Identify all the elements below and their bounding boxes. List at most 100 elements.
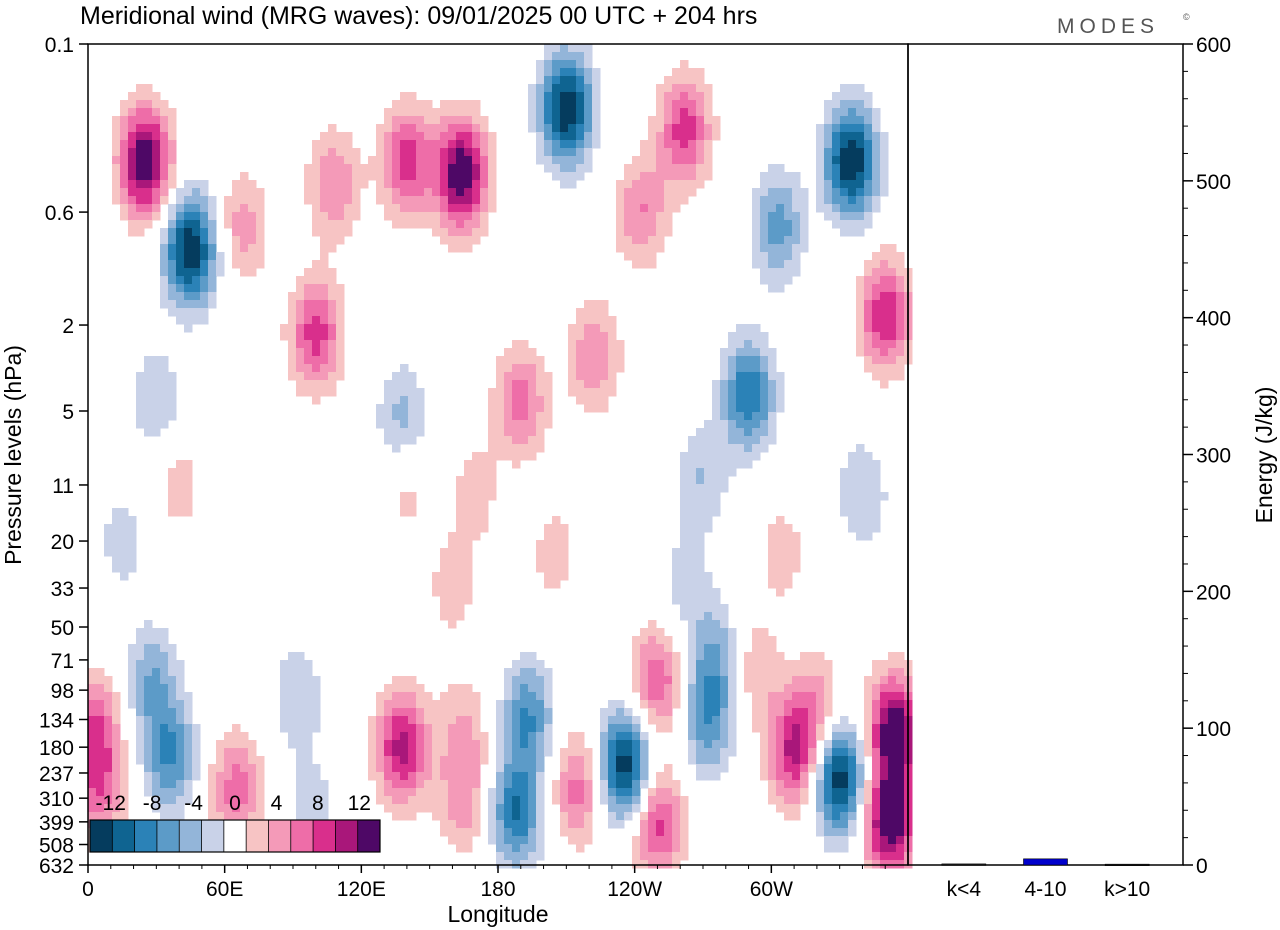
heatmap-cell [696, 644, 705, 653]
heatmap-cell [760, 748, 769, 757]
heatmap-cell [528, 668, 537, 677]
heatmap-cell [160, 268, 169, 277]
heatmap-cell [568, 132, 577, 141]
heatmap-cell [320, 788, 329, 797]
heatmap-cell [816, 684, 825, 693]
heatmap-cell [872, 492, 881, 501]
heatmap-cell [696, 756, 705, 765]
heatmap-cell [344, 140, 353, 149]
heatmap-cell [808, 676, 817, 685]
heatmap-cell [440, 828, 449, 837]
heatmap-cell [168, 124, 177, 133]
heatmap-cell [480, 468, 489, 477]
heatmap-cell [688, 644, 697, 653]
heatmap-cell [872, 308, 881, 317]
heatmap-cell [168, 180, 177, 189]
heatmap-cell [696, 636, 705, 645]
heatmap-cell [144, 692, 153, 701]
heatmap-cell [672, 804, 681, 813]
heatmap-cell [208, 220, 217, 229]
heatmap-cell [656, 716, 665, 725]
heatmap-cell [448, 692, 457, 701]
heatmap-cell [896, 676, 905, 685]
heatmap-cell [840, 500, 849, 509]
heatmap-cell [864, 284, 873, 293]
heatmap-cell [520, 748, 529, 757]
heatmap-cell [608, 324, 617, 333]
heatmap-cell [528, 724, 537, 733]
heatmap-cell [872, 132, 881, 141]
heatmap-cell [632, 644, 641, 653]
heatmap-cell [712, 764, 721, 773]
heatmap-cell [304, 380, 313, 389]
heatmap-cell [320, 220, 329, 229]
heatmap-cell [104, 740, 113, 749]
heatmap-cell [136, 636, 145, 645]
heatmap-cell [800, 244, 809, 253]
heatmap-cell [736, 372, 745, 381]
heatmap-cell [352, 180, 361, 189]
heatmap-cell [880, 684, 889, 693]
heatmap-cell [648, 788, 657, 797]
heatmap-cell [504, 756, 513, 765]
heatmap-cell [400, 716, 409, 725]
heatmap-cell [424, 180, 433, 189]
heatmap-cell [152, 676, 161, 685]
heatmap-cell [328, 388, 337, 397]
heatmap-cell [760, 188, 769, 197]
heatmap-cell [544, 740, 553, 749]
heatmap-cell [640, 700, 649, 709]
heatmap-cell [776, 188, 785, 197]
heatmap-cell [728, 436, 737, 445]
heatmap-cell [592, 324, 601, 333]
heatmap-cell [296, 308, 305, 317]
heatmap-cell [744, 332, 753, 341]
heatmap-cell [112, 804, 121, 813]
heatmap-cell [872, 692, 881, 701]
heatmap-cell [304, 268, 313, 277]
heatmap-cell [416, 796, 425, 805]
heatmap-cell [464, 132, 473, 141]
heatmap-cell [784, 252, 793, 261]
heatmap-cell [616, 796, 625, 805]
heatmap-cell [616, 820, 625, 829]
heatmap-cell [848, 468, 857, 477]
heatmap-cell [424, 804, 433, 813]
heatmap-cell [680, 820, 689, 829]
heatmap-cell [240, 260, 249, 269]
heatmap-cell [432, 220, 441, 229]
heatmap-cell [792, 556, 801, 565]
heatmap-cell [680, 460, 689, 469]
heatmap-cell [864, 140, 873, 149]
heatmap-cell [544, 724, 553, 733]
heatmap-cell [880, 668, 889, 677]
heatmap-cell [496, 388, 505, 397]
heatmap-cell [152, 364, 161, 373]
heatmap-cell [504, 780, 513, 789]
heatmap-cell [560, 812, 569, 821]
heatmap-cell [784, 724, 793, 733]
heatmap-cell [560, 60, 569, 69]
heatmap-cell [600, 404, 609, 413]
heatmap-cell [752, 436, 761, 445]
heatmap-cell [96, 692, 105, 701]
heatmap-cell [680, 476, 689, 485]
heatmap-cell [200, 252, 209, 261]
heatmap-cell [400, 812, 409, 821]
heatmap-cell [848, 100, 857, 109]
heatmap-cell [200, 196, 209, 205]
heatmap-cell [168, 132, 177, 141]
heatmap-cell [672, 204, 681, 213]
heatmap-cell [184, 500, 193, 509]
heatmap-cell [112, 116, 121, 125]
heatmap-cell [704, 764, 713, 773]
heatmap-cell [528, 676, 537, 685]
heatmap-cell [864, 132, 873, 141]
heatmap-cell [872, 356, 881, 365]
heatmap-cell [840, 188, 849, 197]
heatmap-cell [752, 324, 761, 333]
heatmap-cell [632, 724, 641, 733]
heatmap-cell [336, 372, 345, 381]
heatmap-cell [168, 804, 177, 813]
heatmap-cell [432, 764, 441, 773]
